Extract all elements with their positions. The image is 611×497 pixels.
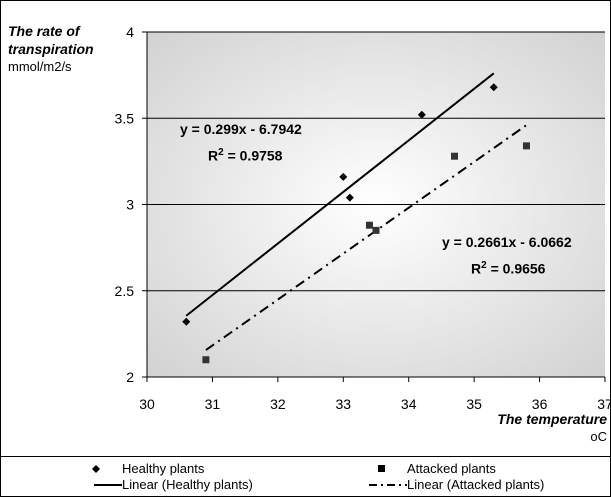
point-healthy: [339, 172, 348, 181]
point-attacked: [522, 142, 530, 150]
legend-label-attacked-linear: Linear (Attacked plants): [407, 477, 545, 492]
x-tick-label: 34: [401, 396, 417, 412]
x-tick-label: 33: [335, 396, 351, 412]
x-tick-label: 35: [466, 396, 482, 412]
x-axis-title: The temperature: [497, 411, 607, 427]
legend-item-attacked-linear: Linear (Attacked plants): [355, 477, 544, 492]
x-tick-label: 32: [270, 396, 286, 412]
legend-item-healthy: Healthy plants: [70, 461, 204, 476]
point-attacked: [372, 226, 380, 234]
y-axis-title-line2: transpiration: [8, 41, 94, 57]
healthy-r2-sup: 2: [218, 147, 224, 158]
y-tick-label: 2.5: [115, 283, 135, 299]
x-tick-label: 30: [139, 396, 155, 412]
point-healthy: [182, 317, 191, 326]
y-axis-title-line1: The rate of: [8, 23, 80, 39]
attacked-r2-label: R: [471, 260, 482, 277]
legend-item-healthy-linear: Linear (Healthy plants): [70, 477, 253, 492]
point-attacked: [365, 221, 373, 229]
point-healthy: [345, 193, 354, 202]
healthy-r2-value: = 0.9758: [227, 147, 283, 164]
attacked-equation-text: y = 0.2661x - 6.0662: [442, 234, 572, 250]
x-axis-unit: oC: [590, 429, 607, 444]
x-tick-label: 31: [205, 396, 221, 412]
legend-label-healthy: Healthy plants: [122, 461, 205, 476]
y-tick-label: 3.5: [115, 110, 135, 126]
attacked-r2: R2 = 0.9656: [471, 260, 572, 277]
y-tick-label: 2: [126, 369, 134, 385]
y-tick-label: 3: [126, 197, 134, 213]
attacked-r2-sup: 2: [481, 260, 487, 271]
x-tick-label: 36: [532, 396, 548, 412]
healthy-equation: y = 0.299x - 6.7942 R2 = 0.9758: [180, 121, 302, 164]
healthy-r2: R2 = 0.9758: [208, 147, 302, 164]
y-axis-unit: mmol/m2/s: [8, 59, 72, 74]
legend: Healthy plants Linear (Healthy plants) A…: [0, 456, 611, 497]
legend-label-attacked: Attacked plants: [407, 461, 496, 476]
healthy-equation-text: y = 0.299x - 6.7942: [180, 121, 302, 137]
point-attacked: [202, 356, 210, 364]
legend-item-attacked: Attacked plants: [355, 461, 496, 476]
attacked-r2-value: = 0.9656: [490, 260, 546, 277]
solid-line-icon: [70, 483, 122, 487]
chart-svg: 2 2.5 3 3.5 4 30 31 32 33 34 35 36 37: [115, 24, 611, 412]
legend-label-healthy-linear: Linear (Healthy plants): [122, 477, 253, 492]
x-axis-label: The temperature oC: [497, 411, 607, 444]
trendline-healthy: [185, 72, 495, 317]
y-tick-label: 4: [126, 24, 134, 40]
square-marker-icon: [355, 465, 407, 472]
point-attacked: [451, 152, 459, 160]
healthy-r2-label: R: [208, 147, 219, 164]
point-healthy: [417, 110, 426, 119]
x-tick-label: 37: [597, 396, 611, 412]
attacked-equation: y = 0.2661x - 6.0662 R2 = 0.9656: [442, 234, 572, 277]
point-healthy: [489, 83, 498, 92]
diamond-marker-icon: [70, 464, 122, 473]
dash-dot-line-icon: [355, 483, 407, 487]
y-axis-label: The rate of transpiration mmol/m2/s: [8, 22, 94, 76]
